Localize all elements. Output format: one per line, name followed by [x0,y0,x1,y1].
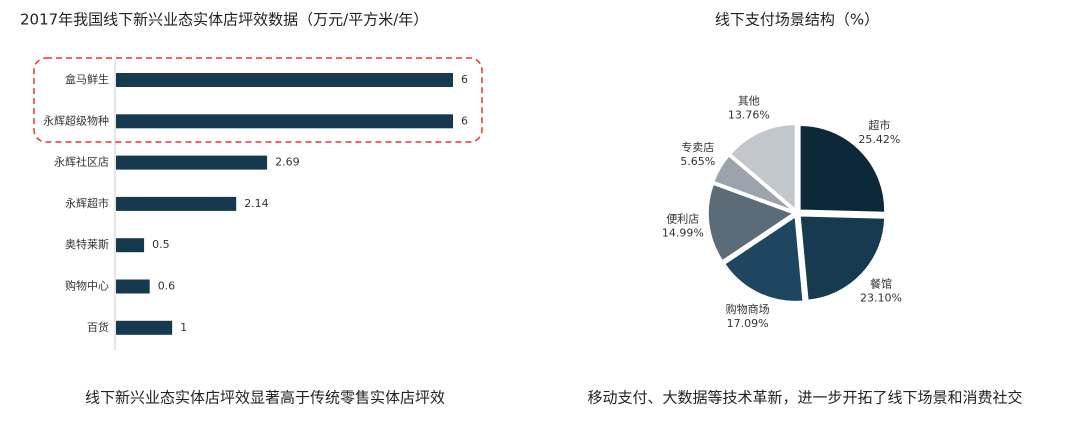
pie-slice [729,123,797,211]
value-label: 2.69 [275,156,300,169]
category-label: 百货 [87,320,109,334]
pie-caption: 移动支付、大数据等技术革新，进一步开拓了线下场景和消费社交 [587,389,1022,407]
highlight-box [33,57,483,143]
slice-name: 购物商场 [726,302,770,316]
category-label: 奥特莱斯 [65,237,109,251]
slice-value: 5.65% [680,155,715,168]
bar [116,196,237,211]
slice-value: 23.10% [860,292,902,305]
category-label: 永辉超级物种 [43,113,109,127]
value-label: 1 [180,321,187,334]
slice-name: 其他 [738,95,760,108]
category-label: 盒马鲜生 [65,72,109,86]
bar [116,155,268,170]
value-label: 6 [461,114,468,127]
pie-slice [799,214,886,302]
value-label: 2.14 [244,197,268,210]
slice-name: 专卖店 [681,140,714,154]
bar [116,73,453,87]
pie-slice [723,215,805,303]
bar-title: 2017年我国线下新兴业态实体店坪效数据（万元/平方米/年） [20,11,428,29]
slice-value: 14.99% [662,227,704,240]
slice-name: 餐馆 [870,277,892,291]
pie-slice [799,124,886,214]
bar [116,320,173,335]
bar-caption: 线下新兴业态实体店坪效显著高于传统零售实体店坪效 [85,389,445,407]
slice-name: 超市 [868,118,890,132]
bar [116,279,150,294]
pie-slice [707,183,795,262]
value-label: 6 [461,73,468,86]
bar [116,238,145,253]
slice-value: 17.09% [727,317,769,330]
slice-name: 便利店 [666,212,699,226]
slice-value: 13.76% [728,109,770,122]
category-label: 永辉社区店 [54,155,109,169]
category-label: 永辉超市 [65,196,109,210]
category-label: 购物中心 [65,279,109,293]
pie-slice [712,154,795,212]
slice-value: 25.42% [858,133,900,146]
bar [116,114,453,129]
pie-title: 线下支付场景结构（%） [715,11,879,29]
value-label: 0.6 [158,280,176,293]
value-label: 0.5 [152,238,170,251]
